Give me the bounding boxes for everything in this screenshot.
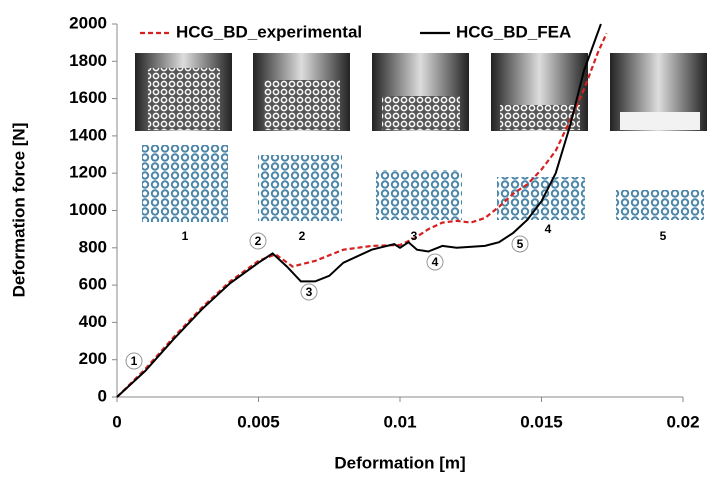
x-tick-label: 0.005 (237, 412, 280, 431)
stage-label: 3 (411, 229, 418, 243)
stage-label: 4 (545, 222, 552, 236)
stage-label: 2 (299, 229, 306, 243)
stage-label: 1 (182, 229, 189, 243)
photo-sample (148, 68, 220, 130)
stage-marker-label: 4 (432, 255, 439, 269)
x-tick-label: 0.02 (666, 412, 699, 431)
series-line (116, 32, 608, 398)
y-tick-label: 1800 (69, 51, 107, 70)
fea-lattice (616, 190, 704, 220)
y-tick-label: 1000 (69, 200, 107, 219)
y-tick-label: 400 (79, 312, 107, 331)
stage-marker (426, 253, 444, 271)
y-tick-label: 200 (79, 349, 107, 368)
x-axis-title: Deformation [m] (334, 453, 465, 472)
legend-label: HCG_BD_FEA (456, 22, 571, 41)
y-axis-title: Deformation force [N] (9, 123, 28, 298)
insets (135, 53, 707, 222)
stage-marker-label: 3 (306, 285, 313, 299)
photo-sample (620, 112, 700, 130)
fea-lattice (376, 170, 462, 220)
y-tick-label: 600 (79, 275, 107, 294)
y-tick-label: 2000 (69, 13, 107, 32)
y-tick-label: 1600 (69, 88, 107, 107)
stage-marker-label: 5 (517, 237, 524, 251)
x-tick-label: 0.015 (520, 412, 563, 431)
y-tick-label: 1200 (69, 163, 107, 182)
stage-marker (125, 352, 143, 370)
stage-marker (300, 283, 318, 301)
stage-label: 5 (660, 229, 667, 243)
y-tick-label: 800 (79, 237, 107, 256)
stage-marker-label: 2 (255, 234, 262, 248)
stage-marker (511, 235, 529, 253)
y-tick-label: 1400 (69, 125, 107, 144)
x-tick-label: 0.01 (383, 412, 416, 431)
photo-sample (264, 80, 340, 130)
fea-lattice (497, 177, 585, 220)
series-line (116, 23, 602, 398)
x-tick-label: 0 (112, 412, 121, 431)
stage-marker-label: 1 (131, 354, 138, 368)
fea-lattice (142, 145, 228, 222)
legend-label: HCG_BD_experimental (176, 22, 362, 41)
fea-lattice (258, 155, 342, 221)
y-tick-label: 0 (98, 386, 107, 405)
stage-marker (249, 232, 267, 250)
photo-sample (382, 96, 460, 130)
